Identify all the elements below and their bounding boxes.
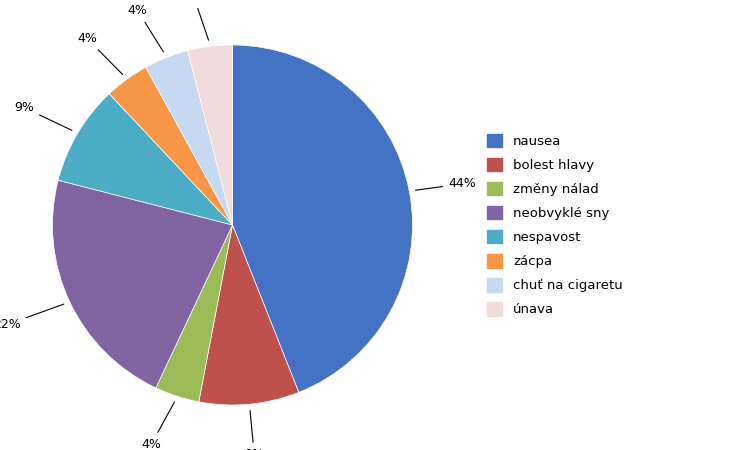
Text: 4%: 4% [184, 0, 209, 40]
Wedge shape [110, 67, 232, 225]
Wedge shape [232, 45, 412, 392]
Text: 4%: 4% [77, 32, 123, 75]
Text: 22%: 22% [0, 304, 64, 331]
Wedge shape [188, 45, 232, 225]
Text: 44%: 44% [416, 177, 476, 190]
Text: 9%: 9% [244, 410, 264, 450]
Wedge shape [199, 225, 298, 405]
Wedge shape [53, 180, 232, 388]
Wedge shape [156, 225, 232, 402]
Text: 4%: 4% [142, 402, 175, 450]
Wedge shape [146, 51, 232, 225]
Text: 9%: 9% [14, 101, 72, 130]
Legend: nausea, bolest hlavy, změny nálad, neobvyklé sny, nespavost, zácpa, chuť na ciga: nausea, bolest hlavy, změny nálad, neobv… [487, 134, 622, 316]
Text: 4%: 4% [128, 4, 164, 52]
Wedge shape [58, 94, 232, 225]
